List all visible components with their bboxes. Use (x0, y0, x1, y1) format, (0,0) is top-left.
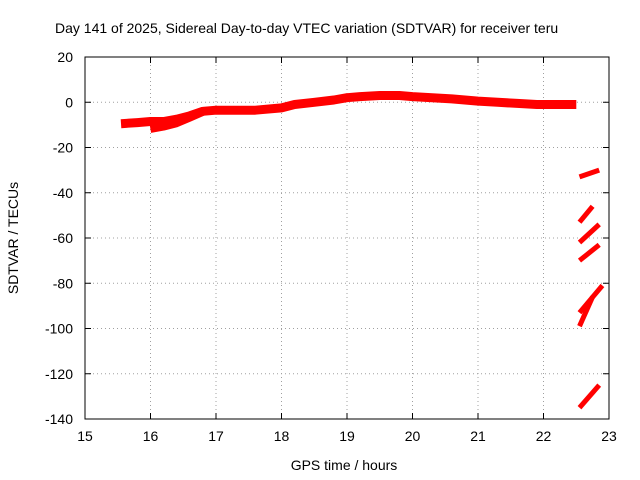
y-tick-label: -20 (53, 140, 73, 156)
x-axis-title: GPS time / hours (291, 457, 398, 473)
ticks: 15 16 17 18 19 20 21 22 23 -140 -120 -100 -80 -60 -40 -… (45, 49, 617, 444)
y-tick-label: -80 (53, 275, 73, 291)
series-seg7 (577, 383, 602, 410)
series-seg1 (578, 167, 601, 180)
x-tick-label: 21 (470, 428, 486, 444)
series-seg6 (577, 295, 595, 328)
y-tick-label: -100 (45, 321, 73, 337)
y-tick-label: 0 (65, 94, 73, 110)
series-dip (149, 109, 205, 133)
series-seg3 (577, 222, 601, 245)
x-tick-label: 23 (601, 428, 617, 444)
x-tick-label: 20 (405, 428, 421, 444)
y-axis-title: SDTVAR / TECUs (5, 182, 21, 294)
y-tick-label: -60 (53, 230, 73, 246)
series-group (120, 91, 605, 410)
x-tick-label: 22 (536, 428, 552, 444)
series-seg4 (577, 242, 601, 263)
series-seg2 (577, 204, 595, 224)
x-tick-label: 19 (339, 428, 355, 444)
y-tick-label: -40 (53, 185, 73, 201)
chart-title: Day 141 of 2025, Sidereal Day-to-day VTE… (55, 20, 558, 36)
y-tick-label: -120 (45, 366, 73, 382)
x-tick-label: 16 (143, 428, 159, 444)
y-tick-label: 20 (57, 49, 73, 65)
y-tick-label: -140 (45, 411, 73, 427)
x-tick-label: 18 (274, 428, 290, 444)
x-tick-label: 17 (208, 428, 224, 444)
grid (85, 57, 609, 419)
x-tick-label: 15 (77, 428, 93, 444)
